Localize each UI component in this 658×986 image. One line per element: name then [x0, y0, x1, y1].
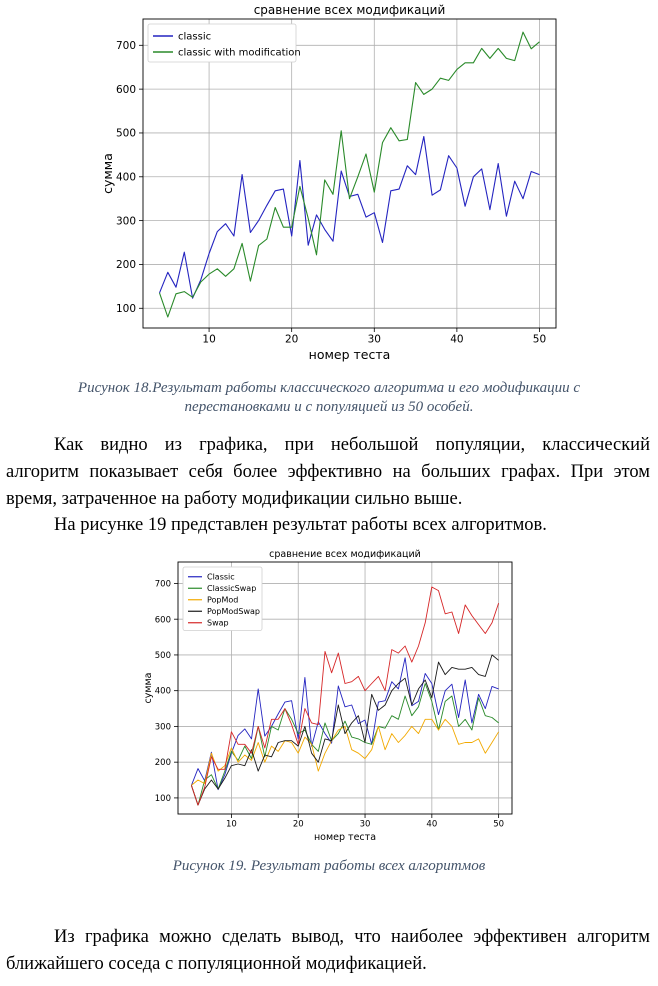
legend: Classic ClassicSwap PopMod PopModSwap Swap	[182, 566, 263, 631]
y-tick-label-3: 400	[155, 687, 171, 697]
figure-19-svg: 10 20 30 40 50 100 200 300 400 500 600 700 сравнение…	[143, 549, 513, 843]
y-tick-label-1: 200	[155, 758, 171, 768]
paragraph-3-line-1: Из графика можно сделать вывод, что наиб…	[54, 927, 650, 947]
series-line-4	[190, 586, 500, 806]
y-tick-label-3: 400	[116, 172, 136, 184]
paragraph-1-line-3: время, затраченное на работу модификации…	[6, 489, 463, 509]
y-tick-label-4: 500	[155, 651, 171, 661]
y-tick-label-2: 300	[116, 215, 136, 227]
x-tick-label-3: 40	[426, 820, 437, 830]
legend-label-4: Swap	[207, 619, 229, 628]
x-tick-label-0: 10	[226, 820, 237, 830]
x-tick-label-3: 40	[450, 334, 463, 346]
paragraph-1: Как видно из графика, при небольшой попу…	[6, 432, 650, 513]
y-tick-label-1: 200	[116, 259, 136, 271]
y-tick-label-5: 600	[155, 615, 171, 625]
legend-label-0: classic	[178, 32, 211, 43]
legend-label-3: PopModSwap	[207, 607, 260, 616]
x-tick-label-4: 50	[533, 334, 546, 346]
x-tick-label-4: 50	[493, 820, 504, 830]
caption-18-line-2: перестановками и с популяцией из 50 особ…	[184, 399, 474, 415]
figure-19-chart: 10 20 30 40 50 100 200 300 400 500 600 700 сравнение…	[0, 546, 658, 846]
caption-18-line-1: Рисунок 18.Результат работы классическог…	[77, 380, 581, 396]
plot-frame	[142, 18, 557, 329]
x-tick-label-2: 30	[368, 334, 381, 346]
legend: classic classic with modification	[147, 23, 301, 63]
paragraph-2-line-1: На рисунке 19 представлен результат рабо…	[54, 515, 547, 535]
legend-label-0: Classic	[207, 573, 235, 582]
chart-title: сравнение всех модификаций	[269, 549, 421, 560]
x-tick-label-2: 30	[360, 820, 371, 830]
y-axis-label: сумма	[143, 672, 154, 703]
y-tick-label-0: 100	[116, 303, 136, 315]
x-axis-label: номер теста	[314, 832, 376, 843]
series-line-1	[190, 683, 499, 806]
legend-label-1: classic with modification	[178, 48, 301, 59]
y-tick-label-6: 700	[116, 40, 136, 52]
figure-18-chart: 10 20 30 40 50 100 200 300 400 500 600 700 сравнение…	[0, 0, 658, 370]
series-line-0	[158, 135, 540, 299]
paragraph-3-line-2: ближайшего соседа с популяционной модифи…	[6, 954, 427, 974]
paragraph-3: Из графика можно сделать вывод, что наиб…	[6, 924, 650, 978]
legend-label-1: ClassicSwap	[207, 584, 256, 593]
series-line-0	[190, 657, 499, 791]
chart-title: сравнение всех модификаций	[254, 3, 446, 17]
caption-19-text: Рисунок 19. Результат работы всех алгори…	[172, 858, 486, 874]
y-tick-label-2: 300	[155, 722, 171, 732]
paragraph-2: На рисунке 19 представлен результат рабо…	[6, 512, 650, 539]
figure-19-caption: Рисунок 19. Результат работы всех алгори…	[0, 857, 658, 876]
series-line-1	[158, 31, 540, 318]
series-line-2	[191, 718, 499, 786]
legend-label-2: PopMod	[207, 596, 238, 605]
plot-frame	[177, 561, 513, 815]
x-tick-label-0: 10	[202, 334, 215, 346]
series-line-3	[190, 654, 499, 806]
paragraph-1-line-1: Как видно из графика, при небольшой попу…	[54, 435, 650, 455]
paragraph-1-line-2: алгоритм показывает себя более эффективн…	[6, 462, 650, 482]
x-tick-label-1: 20	[285, 334, 298, 346]
figure-18-svg: 10 20 30 40 50 100 200 300 400 500 600 700 сравнение…	[100, 3, 557, 362]
x-axis-label: номер теста	[309, 347, 391, 362]
y-axis-label: сумма	[100, 153, 115, 194]
y-tick-label-5: 600	[116, 84, 136, 96]
y-tick-label-6: 700	[155, 580, 171, 590]
y-tick-label-0: 100	[155, 794, 171, 804]
x-tick-label-1: 20	[293, 820, 304, 830]
figure-18-caption: Рисунок 18.Результат работы классическог…	[0, 379, 658, 417]
y-tick-label-4: 500	[116, 128, 136, 140]
